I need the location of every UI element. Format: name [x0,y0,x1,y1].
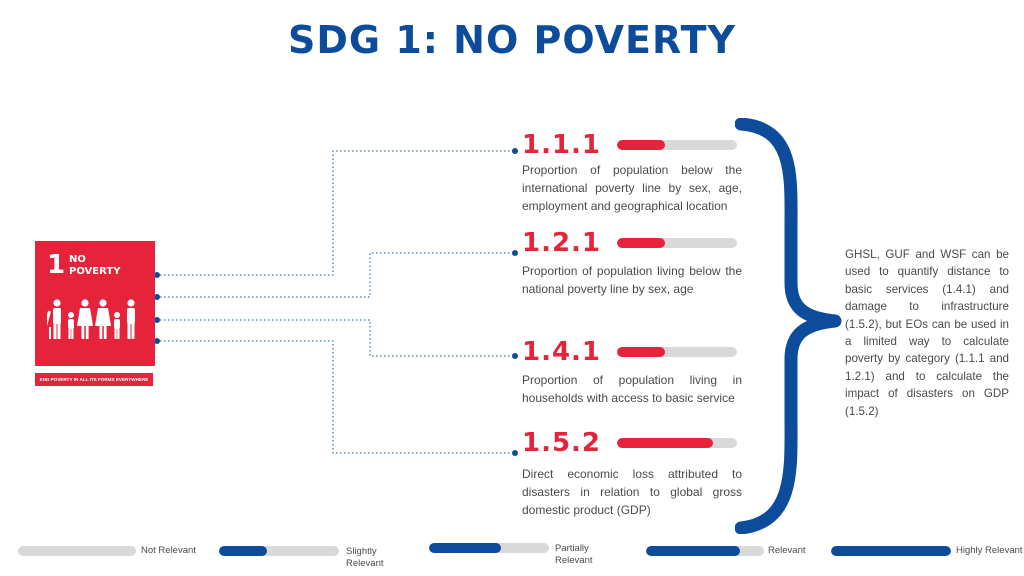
relevance-fill [617,347,665,357]
legend-bar-highly-relevant [831,546,951,556]
connector-141 [160,319,515,357]
legend-bar-slightly-relevant [219,546,339,556]
connector-111 [160,150,515,276]
relevance-bar [617,438,737,448]
legend-label: Highly Relevant [956,545,1023,556]
indicator-dot [512,148,518,154]
indicator-description: Proportion of population below the inter… [522,163,742,213]
indicator-dot [512,250,518,256]
tile-dot [154,338,160,344]
indicator-description: Direct economic loss attributed to disas… [522,467,742,517]
indicator-description: Proportion of population living below th… [522,264,742,296]
relevance-bar [617,347,737,357]
legend-bar-partially-relevant [429,543,549,553]
indicator-code: 1.5.2 [522,428,602,458]
legend-bar-not-relevant [18,546,136,556]
page-title: SDG 1: NO POVERTY [287,18,737,62]
connector-152 [160,340,515,454]
relevance-bar [617,238,737,248]
connector-121 [160,252,515,298]
family-icon [47,299,135,339]
indicator-dot [512,353,518,359]
legend-label: Slightly Relevant [346,546,384,569]
tile-number: 1 [47,250,66,280]
summary-text: GHSL, GUF and WSF can be used to quantif… [845,248,1009,418]
relevance-fill [617,140,665,150]
legend-fill [219,546,267,556]
legend-label: Not Relevant [141,545,196,556]
tile-dot [154,317,160,323]
legend-fill [646,546,741,556]
legend-label: Partially Relevant [555,543,593,566]
indicator-code: 1.4.1 [522,337,602,367]
relevance-fill [617,238,665,248]
indicator-code: 1.1.1 [522,130,602,160]
relevance-bar [617,140,737,150]
tile-dot [154,294,160,300]
tile-dot [154,272,160,278]
tile-label: NO POVERTY [69,254,121,277]
legend-bar-relevant [646,546,764,556]
curly-brace [735,118,842,534]
legend-fill [429,543,501,553]
sdg-1-tile: 1 NO POVERTY [35,241,155,366]
legend-label: Relevant [768,545,806,556]
indicator-description: Proportion of population living in house… [522,373,742,405]
sdg-caption: END POVERTY IN ALL ITS FORMS EVERYWHERE [35,373,153,386]
relevance-fill [617,438,713,448]
indicator-code: 1.2.1 [522,228,602,258]
indicator-dot [512,450,518,456]
legend-fill [831,546,951,556]
